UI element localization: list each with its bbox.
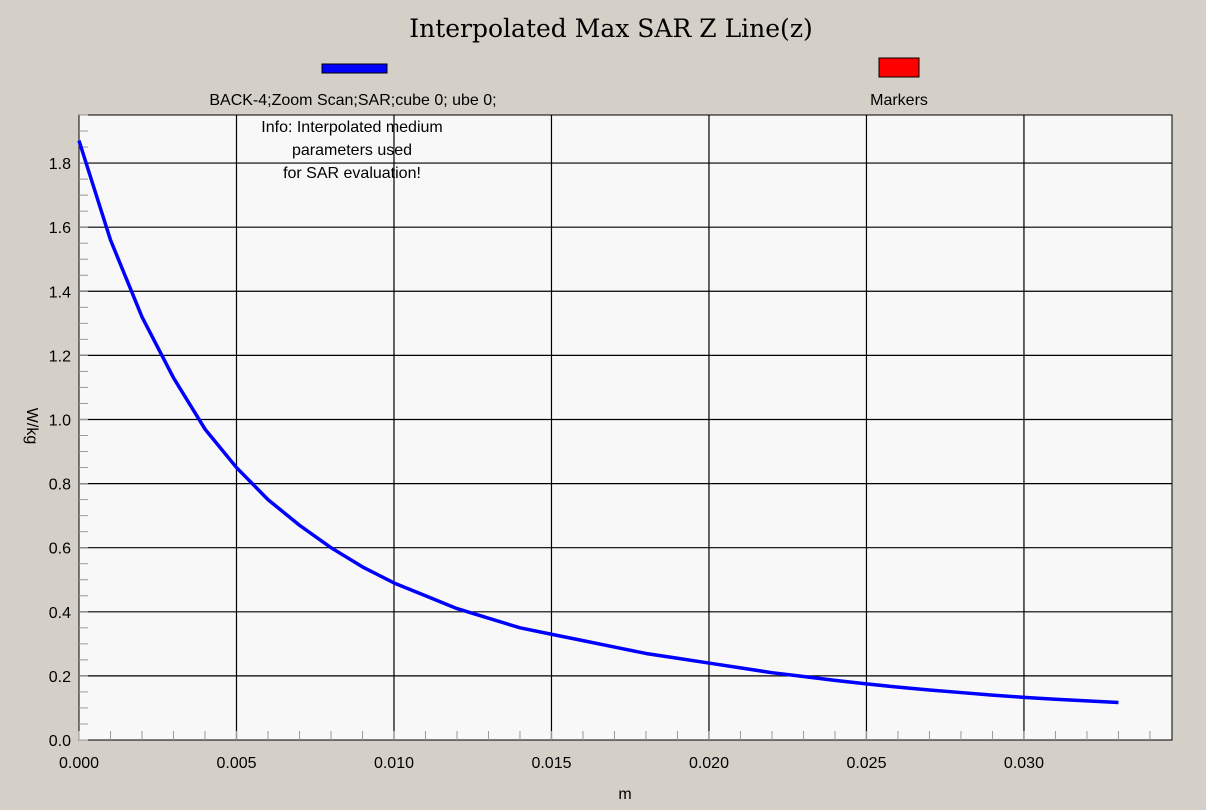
x-tick-label: 0.005: [216, 755, 256, 772]
legend-label-series: BACK-4;Zoom Scan;SAR;cube 0; ube 0;: [209, 92, 496, 109]
y-tick-label: 1.0: [49, 412, 71, 429]
info-annotation: Info: Interpolated medium parameters use…: [261, 119, 442, 182]
y-tick-label: 1.8: [49, 156, 71, 173]
series-line: [77, 140, 1119, 705]
y-tick-label: 0.4: [49, 605, 71, 622]
x-tick-label: 0.015: [531, 755, 571, 772]
x-tick-label: 0.020: [689, 755, 729, 772]
info-line-1: Info: Interpolated medium: [261, 119, 442, 136]
tick-labels: 0.000 0.005 0.010 0.015 0.020 0.025 0.030 0.0 0.…: [49, 156, 1044, 772]
series-layer: [77, 140, 1119, 705]
y-tick-label: 0.8: [49, 477, 71, 494]
y-tick-label: 1.6: [49, 220, 71, 237]
x-tick-label: 0.030: [1004, 755, 1044, 772]
y-tick-label: 0.0: [49, 733, 71, 750]
x-tick-label: 0.000: [59, 755, 99, 772]
y-tick-label: 1.4: [49, 284, 71, 301]
plot-area: [78, 114, 1173, 741]
grid: [79, 115, 1172, 740]
minor-ticks: [78, 114, 1151, 741]
y-axis-label: W/kg: [23, 408, 40, 444]
legend-label-markers: Markers: [870, 92, 928, 109]
y-tick-label: 0.2: [49, 669, 71, 686]
x-axis-label: m: [618, 786, 631, 803]
legend-swatch-markers: [878, 57, 920, 78]
legend-swatch-series: [321, 63, 388, 74]
x-tick-label: 0.010: [374, 755, 414, 772]
y-tick-label: 0.6: [49, 541, 71, 558]
y-tick-label: 1.2: [49, 348, 71, 365]
chart-title: Interpolated Max SAR Z Line(z): [409, 14, 813, 43]
info-line-3: for SAR evaluation!: [283, 165, 421, 182]
x-tick-label: 0.025: [846, 755, 886, 772]
info-line-2: parameters used: [292, 142, 412, 159]
